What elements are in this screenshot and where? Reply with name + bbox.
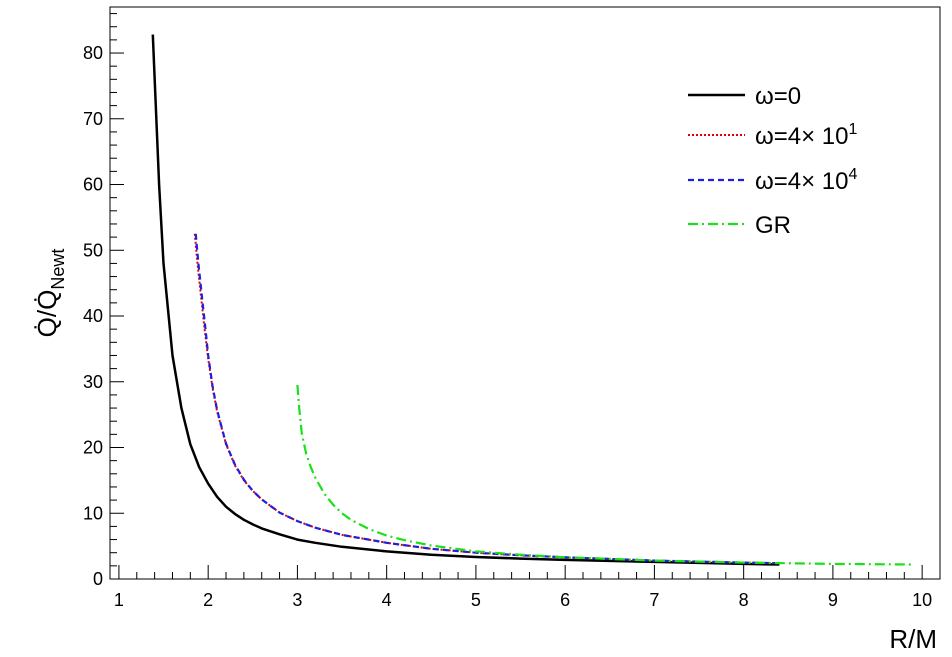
series-line-3 [194, 233, 780, 565]
legend-label-text: ω=4× 10 [755, 168, 848, 195]
y-tick-label: 60 [83, 175, 103, 195]
x-tick-label: 6 [560, 590, 570, 610]
series-line-4 [296, 384, 914, 566]
y-axis-label-subscript: Newt [48, 249, 68, 290]
y-axis-label-group: Q̇/Q̇Newt [32, 249, 68, 338]
legend-label-text: ω=4× 10 [755, 123, 848, 150]
y-tick-label: 0 [93, 569, 103, 589]
x-tick-label: 9 [828, 590, 838, 610]
legend-label-1: ω=0 [755, 83, 801, 110]
legend-label-2: ω=4× 101 [755, 121, 857, 150]
series-layer [151, 34, 914, 566]
x-tick-label: 5 [471, 590, 481, 610]
series-line-1 [151, 34, 780, 566]
y-tick-label: 50 [83, 240, 103, 260]
y-tick-label: 80 [83, 43, 103, 63]
legend-label-3: ω=4× 104 [755, 166, 857, 195]
y-axis-label: Q̇/Q̇Newt [32, 249, 68, 338]
x-tick-label: 1 [114, 590, 124, 610]
legend-label-text: ω=0 [755, 83, 801, 110]
x-axis-label: R/M [889, 624, 937, 654]
y-tick-label: 10 [83, 503, 103, 523]
y-tick-label: 40 [83, 306, 103, 326]
y-tick-label: 70 [83, 109, 103, 129]
legend-label-4: GR [755, 212, 791, 239]
x-axis-ticks: 1 2 3 4 5 6 7 8 9 10 [114, 565, 932, 610]
x-tick-label: 7 [649, 590, 659, 610]
y-tick-label: 20 [83, 438, 103, 458]
y-axis-label-main: Q̇/Q̇ [32, 290, 62, 338]
x-tick-label: 4 [382, 590, 392, 610]
y-axis-ticks: 0 10 20 30 40 50 60 70 80 [83, 13, 124, 589]
legend-label-superscript: 4 [848, 166, 857, 183]
legend-label-text: GR [755, 212, 791, 239]
x-tick-label: 10 [912, 590, 932, 610]
x-tick-label: 3 [292, 590, 302, 610]
x-tick-label: 2 [203, 590, 213, 610]
legend-label-superscript: 1 [848, 121, 857, 138]
x-tick-label: 8 [739, 590, 749, 610]
y-tick-label: 30 [83, 372, 103, 392]
plot-frame [109, 6, 941, 580]
